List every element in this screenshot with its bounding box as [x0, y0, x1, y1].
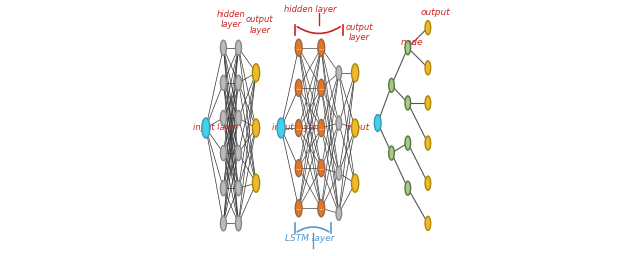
- Ellipse shape: [277, 118, 285, 138]
- Text: output
layer: output layer: [345, 23, 372, 42]
- Ellipse shape: [405, 96, 411, 110]
- Ellipse shape: [405, 136, 411, 150]
- Ellipse shape: [351, 174, 359, 192]
- Ellipse shape: [220, 181, 227, 196]
- Text: node: node: [400, 38, 423, 47]
- Ellipse shape: [351, 119, 359, 137]
- Text: ...: ...: [318, 165, 324, 171]
- Ellipse shape: [388, 78, 394, 92]
- Ellipse shape: [318, 159, 324, 177]
- Ellipse shape: [236, 110, 241, 125]
- Ellipse shape: [236, 75, 241, 90]
- Ellipse shape: [425, 136, 431, 150]
- Ellipse shape: [236, 146, 241, 161]
- Ellipse shape: [252, 64, 260, 82]
- Ellipse shape: [336, 206, 342, 220]
- Ellipse shape: [318, 39, 324, 56]
- Ellipse shape: [351, 64, 359, 82]
- Ellipse shape: [202, 118, 210, 138]
- Ellipse shape: [252, 174, 260, 192]
- Ellipse shape: [405, 181, 411, 195]
- Text: hidden
layer: hidden layer: [216, 10, 245, 29]
- Ellipse shape: [236, 40, 241, 55]
- Ellipse shape: [388, 146, 394, 160]
- Text: output: output: [420, 8, 451, 17]
- Text: ...: ...: [295, 165, 302, 171]
- Ellipse shape: [220, 40, 227, 55]
- Text: input layer: input layer: [193, 123, 239, 133]
- Ellipse shape: [252, 119, 260, 137]
- Ellipse shape: [374, 114, 381, 131]
- Text: ...: ...: [318, 85, 324, 91]
- Ellipse shape: [405, 41, 411, 55]
- Ellipse shape: [295, 120, 302, 136]
- Ellipse shape: [336, 116, 342, 130]
- Text: output
layer: output layer: [246, 15, 273, 35]
- Ellipse shape: [318, 200, 324, 217]
- Ellipse shape: [318, 79, 324, 97]
- Ellipse shape: [220, 216, 227, 231]
- Text: ...: ...: [295, 205, 302, 211]
- Text: ...: ...: [295, 45, 302, 51]
- Text: ...: ...: [318, 125, 324, 131]
- Text: ...: ...: [295, 125, 302, 131]
- Ellipse shape: [220, 110, 227, 125]
- Text: input: input: [347, 123, 370, 133]
- Ellipse shape: [236, 216, 241, 231]
- Ellipse shape: [236, 181, 241, 196]
- Text: ...: ...: [318, 205, 324, 211]
- Ellipse shape: [336, 166, 342, 180]
- Ellipse shape: [295, 79, 302, 97]
- Ellipse shape: [318, 120, 324, 136]
- Text: LSTM layer: LSTM layer: [285, 234, 335, 243]
- Ellipse shape: [295, 39, 302, 56]
- Text: ...: ...: [318, 45, 324, 51]
- Ellipse shape: [295, 200, 302, 217]
- Ellipse shape: [425, 96, 431, 110]
- Ellipse shape: [220, 75, 227, 90]
- Ellipse shape: [336, 66, 342, 80]
- Ellipse shape: [425, 216, 431, 230]
- Text: input layer: input layer: [273, 123, 317, 133]
- Ellipse shape: [295, 159, 302, 177]
- Ellipse shape: [425, 176, 431, 190]
- Text: hidden layer: hidden layer: [284, 5, 336, 14]
- Ellipse shape: [425, 61, 431, 75]
- Text: ...: ...: [295, 85, 302, 91]
- Ellipse shape: [220, 146, 227, 161]
- Ellipse shape: [425, 21, 431, 35]
